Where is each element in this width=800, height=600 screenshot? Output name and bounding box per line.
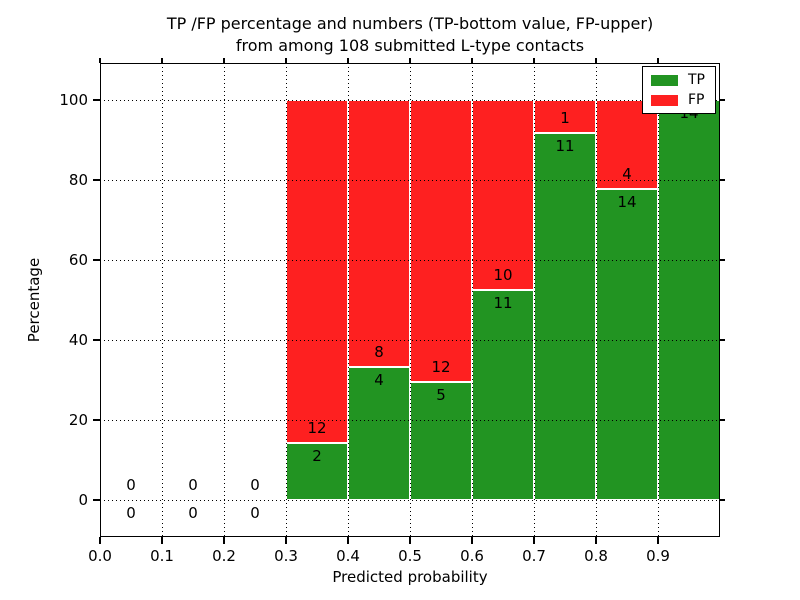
fp-count-label: 4 <box>622 164 632 183</box>
x-tick-top <box>99 58 101 63</box>
y-tick-right <box>720 339 725 341</box>
y-tick-right <box>720 419 725 421</box>
bar-segment-fp <box>472 100 534 291</box>
gridline-vertical <box>161 63 163 537</box>
y-tick-label: 60 <box>68 251 88 269</box>
bar-segment-tp <box>286 442 348 500</box>
x-tick-bottom <box>533 537 535 544</box>
gridline-vertical <box>223 63 225 537</box>
fp-count-label: 12 <box>307 418 327 437</box>
tp-count-label: 11 <box>493 294 513 313</box>
legend-label: FP <box>688 92 705 108</box>
gridline-vertical <box>657 63 659 537</box>
y-tick-left <box>93 339 100 341</box>
tp-count-label: 11 <box>555 137 575 156</box>
bar-segment-fp <box>286 100 348 443</box>
x-tick-top <box>657 58 659 63</box>
gridline-vertical <box>471 63 473 537</box>
x-tick-top <box>595 58 597 63</box>
y-tick-label: 100 <box>59 91 88 109</box>
legend: TP FP <box>642 66 716 114</box>
fp-count-label: 1 <box>560 109 570 128</box>
tp-count-label: 2 <box>312 446 322 465</box>
x-tick-bottom <box>161 537 163 544</box>
fp-legend-swatch-icon <box>651 94 678 106</box>
x-tick-label: 0.6 <box>460 547 484 565</box>
x-tick-top <box>533 58 535 63</box>
fp-count-label: 12 <box>431 358 451 377</box>
x-tick-label: 0.7 <box>522 547 546 565</box>
x-tick-label: 0.3 <box>274 547 298 565</box>
x-tick-label: 0.4 <box>336 547 360 565</box>
y-tick-right <box>720 99 725 101</box>
y-tick-right <box>720 179 725 181</box>
bar-segment-fp <box>348 100 410 367</box>
gridline-vertical <box>595 63 597 537</box>
fp-count-label: 0 <box>250 476 260 494</box>
x-tick-bottom <box>347 537 349 544</box>
x-tick-top <box>347 58 349 63</box>
y-tick-right <box>720 259 725 261</box>
x-tick-label: 0.8 <box>584 547 608 565</box>
x-tick-bottom <box>99 537 101 544</box>
y-tick-label: 20 <box>68 411 88 429</box>
gridline-vertical <box>533 63 535 537</box>
legend-item: FP <box>651 93 705 107</box>
y-tick-right <box>720 499 725 501</box>
x-tick-bottom <box>595 537 597 544</box>
x-tick-top <box>223 58 225 63</box>
gridline-vertical <box>347 63 349 537</box>
x-tick-bottom <box>471 537 473 544</box>
x-tick-label: 0.2 <box>212 547 236 565</box>
y-tick-label: 80 <box>68 171 88 189</box>
legend-item: TP <box>651 73 705 87</box>
y-tick-label: 0 <box>78 491 88 509</box>
x-axis-label: Predicted probability <box>332 568 488 586</box>
y-tick-left <box>93 259 100 261</box>
bar-segment-tp <box>534 133 596 500</box>
y-tick-left <box>93 99 100 101</box>
tp-count-label: 4 <box>374 370 384 389</box>
legend-label: TP <box>688 72 705 88</box>
x-tick-label: 0.0 <box>88 547 112 565</box>
tp-count-label: 5 <box>436 386 446 405</box>
x-tick-label: 0.5 <box>398 547 422 565</box>
x-tick-bottom <box>409 537 411 544</box>
tp-count-label: 0 <box>250 504 260 522</box>
y-tick-label: 40 <box>68 331 88 349</box>
x-tick-bottom <box>285 537 287 544</box>
fp-count-label: 0 <box>126 476 136 494</box>
x-tick-label: 0.1 <box>150 547 174 565</box>
tp-legend-swatch-icon <box>651 74 678 86</box>
y-tick-left <box>93 419 100 421</box>
chart-title-line2: from among 108 submitted L-type contacts <box>235 36 585 55</box>
fp-count-label: 10 <box>493 266 513 285</box>
tp-count-label: 14 <box>617 192 637 211</box>
bar-segment-tp <box>348 366 410 500</box>
axes-frame <box>100 63 720 537</box>
x-tick-bottom <box>657 537 659 544</box>
chart-title-line1: TP /FP percentage and numbers (TP-bottom… <box>166 14 654 33</box>
gridline-vertical <box>285 63 287 537</box>
y-tick-left <box>93 179 100 181</box>
x-tick-top <box>161 58 163 63</box>
tp-count-label: 0 <box>188 504 198 522</box>
x-tick-top <box>471 58 473 63</box>
y-tick-left <box>93 499 100 501</box>
fp-count-label: 8 <box>374 342 384 361</box>
gridline-vertical <box>409 63 411 537</box>
fp-count-label: 0 <box>188 476 198 494</box>
chart-title: TP /FP percentage and numbers (TP-bottom… <box>100 13 720 57</box>
x-tick-top <box>409 58 411 63</box>
x-tick-bottom <box>223 537 225 544</box>
x-tick-label: 0.9 <box>646 547 670 565</box>
x-tick-top <box>285 58 287 63</box>
tp-count-label: 0 <box>126 504 136 522</box>
